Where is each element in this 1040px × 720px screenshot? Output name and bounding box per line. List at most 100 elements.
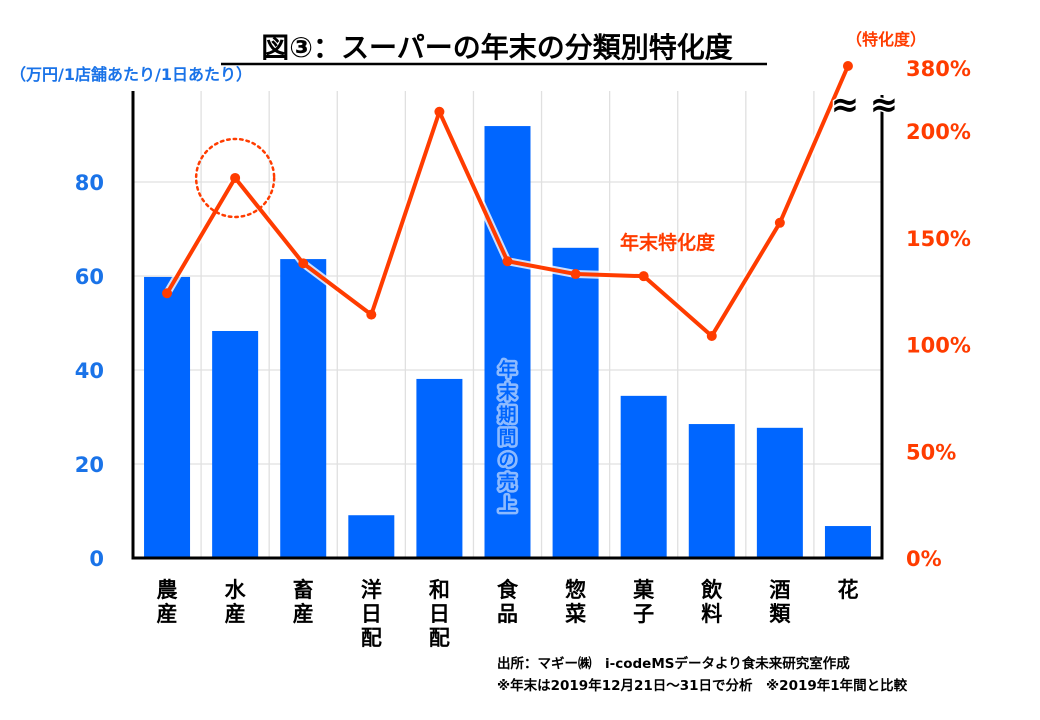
left-tick-label: 40 xyxy=(75,359,104,383)
category-char: 日 xyxy=(429,602,450,626)
bar-label-char: 期 xyxy=(499,405,517,426)
bar xyxy=(620,395,667,558)
bar xyxy=(484,126,531,558)
category-label: 花 xyxy=(837,578,858,602)
category-char: 類 xyxy=(768,602,791,626)
bar-label-halo: 期 xyxy=(499,405,517,426)
bar-label-char: 売 xyxy=(499,472,517,494)
right-axis-label: （特化度） xyxy=(846,30,926,49)
category-char: 配 xyxy=(429,626,450,650)
line-point xyxy=(570,269,581,280)
bar xyxy=(552,247,599,559)
category-char: 和 xyxy=(429,578,450,602)
category-char: 菓 xyxy=(632,578,655,602)
category-label: 惣菜 xyxy=(564,578,586,626)
bar-series xyxy=(144,126,871,559)
category-char: 日 xyxy=(361,602,382,626)
category-char: 酒 xyxy=(769,578,790,602)
category-char: 配 xyxy=(361,626,382,650)
bar xyxy=(348,515,395,558)
category-char: 食 xyxy=(497,578,519,602)
right-tick-label: 200% xyxy=(906,120,971,144)
bar xyxy=(144,276,191,558)
right-tick-label: 150% xyxy=(906,227,971,251)
source-note: 出所：マギー㈱ i-codeMSデータより食未来研究室作成 xyxy=(497,655,850,672)
line-point xyxy=(502,256,513,267)
category-char: 産 xyxy=(225,602,246,626)
category-char: 子 xyxy=(633,602,654,626)
category-char: 惣 xyxy=(565,578,586,602)
right-tick-label: 0% xyxy=(906,547,942,571)
category-char: 花 xyxy=(837,578,858,602)
bar xyxy=(212,330,259,558)
category-char: 畜 xyxy=(293,578,314,602)
tick-labels: 0 20 40 60 80 0% 50% 100% 150% 200% 380% xyxy=(75,57,971,571)
bar-label-halo: 間 xyxy=(499,428,517,449)
category-char: 産 xyxy=(157,602,178,626)
category-label: 畜産 xyxy=(293,578,314,626)
bar-label-char: の xyxy=(499,450,517,471)
left-tick-label: 80 xyxy=(75,171,104,195)
right-tick-label: 50% xyxy=(906,440,956,464)
left-tick-label: 20 xyxy=(75,453,104,477)
category-label: 菓子 xyxy=(632,578,655,626)
category-label: 食品 xyxy=(497,578,519,626)
category-label: 水産 xyxy=(225,578,247,626)
left-tick-label: 60 xyxy=(75,265,104,289)
line-point xyxy=(162,288,173,299)
category-label: 農産 xyxy=(157,578,178,626)
line-point xyxy=(434,106,445,117)
bar-label-halo: 売 xyxy=(499,472,517,494)
bar xyxy=(824,526,871,558)
line-point xyxy=(842,61,853,71)
bar xyxy=(416,378,463,558)
category-label: 和日配 xyxy=(429,578,450,650)
line-point xyxy=(366,309,377,320)
category-char: 産 xyxy=(293,602,314,626)
line-point xyxy=(230,172,241,183)
bar-label-char: 年 xyxy=(499,359,517,381)
bar-label-halo: 末 xyxy=(499,382,518,404)
left-tick-label: 0 xyxy=(89,547,104,571)
category-char: 菜 xyxy=(564,602,586,626)
category-char: 農 xyxy=(157,578,178,602)
line-point xyxy=(298,258,309,269)
category-label: 酒類 xyxy=(768,578,791,626)
break-mark-bg: ≈ xyxy=(831,85,860,125)
bar xyxy=(688,424,735,558)
axes xyxy=(131,91,884,560)
left-axis-label: （万円/1店舗あたり/1日あたり） xyxy=(10,65,252,84)
line-series xyxy=(162,61,853,341)
break-mark: ≈ xyxy=(870,85,899,125)
bar xyxy=(756,427,803,558)
category-char: 水 xyxy=(225,578,247,602)
category-label: 洋日配 xyxy=(361,578,382,650)
break-mark: ≈ xyxy=(831,85,860,125)
line-series-label: 年末特化度 xyxy=(620,231,716,254)
line-point xyxy=(774,217,785,228)
category-char: 洋 xyxy=(361,578,382,602)
bar-label-char: 間 xyxy=(499,428,517,449)
highlight-circle xyxy=(194,137,276,219)
bar-label-halo: の xyxy=(499,450,517,471)
analysis-note: ※年末は2019年12月21日～31日で分析 ※2019年1年間と比較 xyxy=(497,677,908,694)
category-char: 料 xyxy=(701,602,722,626)
line-point xyxy=(706,330,717,341)
category-char: 飲 xyxy=(700,578,723,602)
bar xyxy=(280,259,327,558)
chart-title: 図③：スーパーの年末の分類別特化度 xyxy=(261,31,732,64)
category-char: 品 xyxy=(497,602,518,626)
bar-label-halo: 年 xyxy=(499,359,517,381)
right-tick-label: 380% xyxy=(906,57,971,81)
bar-label-char: 末 xyxy=(499,382,518,404)
axis-break-marks: ≈≈ ≈≈ xyxy=(829,84,900,127)
right-tick-label: 100% xyxy=(906,334,971,358)
bar-label-char: 上 xyxy=(499,495,517,516)
bar-label-halo: 上 xyxy=(499,495,517,516)
line-point xyxy=(638,271,649,282)
break-mark-bg: ≈ xyxy=(870,85,899,125)
category-label: 飲料 xyxy=(700,578,723,626)
